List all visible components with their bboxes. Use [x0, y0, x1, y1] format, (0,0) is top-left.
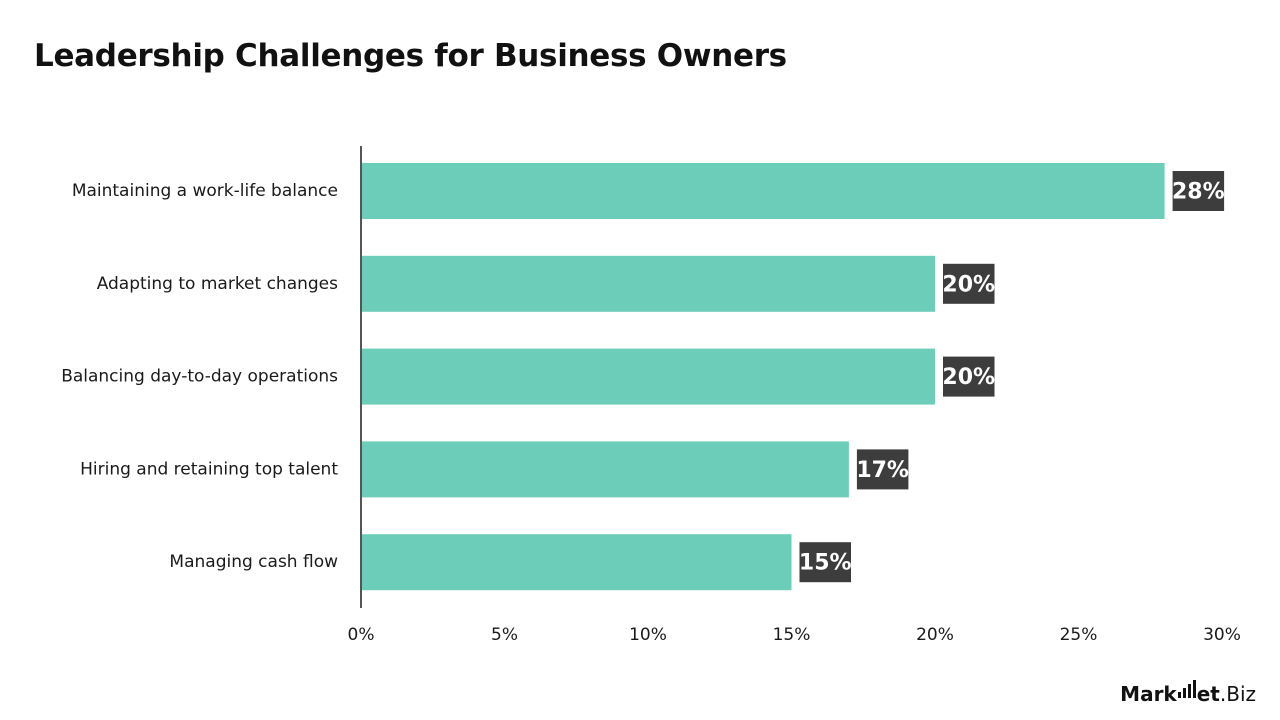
- data-label: 28%: [1172, 180, 1225, 205]
- x-tick-label: 20%: [916, 625, 954, 645]
- category-label: Maintaining a work-life balance: [72, 181, 338, 201]
- bars-icon: [1177, 680, 1196, 698]
- chart-title: Leadership Challenges for Business Owner…: [34, 38, 787, 74]
- category-label: Adapting to market changes: [97, 274, 338, 294]
- bar: [361, 534, 792, 591]
- x-tick-label: 25%: [1060, 625, 1098, 645]
- x-tick-label: 15%: [773, 625, 811, 645]
- x-tick-label: 30%: [1203, 625, 1241, 645]
- data-label: 17%: [856, 458, 909, 483]
- category-label: Managing cash flow: [169, 552, 338, 572]
- x-tick-label: 10%: [629, 625, 667, 645]
- data-label-background: [943, 263, 995, 304]
- data-label: 20%: [942, 365, 995, 390]
- data-label: 20%: [942, 272, 995, 297]
- data-label-background: [1172, 171, 1225, 211]
- bar: [361, 348, 935, 405]
- data-label: 15%: [799, 551, 852, 576]
- data-label-background: [856, 449, 909, 490]
- bar: [361, 255, 935, 312]
- marketbiz-logo: Mark et .Biz: [1120, 680, 1256, 706]
- x-tick-label: 0%: [348, 625, 375, 645]
- bar: [361, 441, 849, 498]
- data-label-background: [799, 542, 851, 583]
- category-label: Balancing day-to-day operations: [61, 367, 338, 387]
- data-label-background: [943, 356, 995, 397]
- x-tick-label: 5%: [491, 625, 518, 645]
- bar: [361, 163, 1165, 219]
- category-label: Hiring and retaining top talent: [80, 459, 338, 479]
